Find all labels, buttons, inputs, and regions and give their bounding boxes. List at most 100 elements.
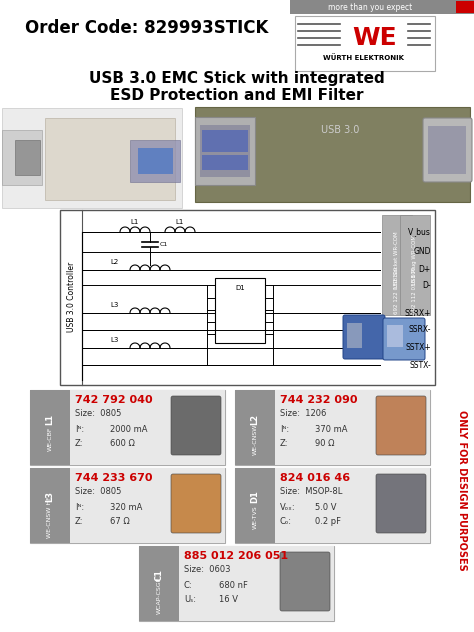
Text: USB 3.0 Controller: USB 3.0 Controller: [67, 262, 76, 332]
Text: 885 012 206 051: 885 012 206 051: [184, 551, 288, 561]
FancyBboxPatch shape: [423, 118, 472, 182]
Bar: [139, 546, 334, 621]
Text: D1: D1: [235, 285, 245, 291]
FancyBboxPatch shape: [171, 396, 221, 455]
Bar: [30, 390, 225, 465]
Bar: [275, 390, 430, 465]
FancyBboxPatch shape: [343, 315, 385, 359]
Text: 744 233 670: 744 233 670: [75, 473, 153, 483]
Bar: [456, 1, 474, 13]
Bar: [179, 546, 334, 621]
Text: 16 V: 16 V: [219, 595, 238, 604]
Bar: [295, 16, 435, 71]
Text: 320 mA: 320 mA: [110, 502, 142, 511]
Text: L2: L2: [111, 259, 119, 265]
Bar: [382, 215, 412, 315]
Text: USB Socket WR-COM: USB Socket WR-COM: [394, 232, 400, 288]
Text: 744 232 090: 744 232 090: [280, 395, 357, 405]
FancyBboxPatch shape: [171, 474, 221, 533]
Text: WE-CNSW: WE-CNSW: [253, 423, 257, 454]
Text: USB 3.0: USB 3.0: [321, 125, 359, 135]
Text: D+: D+: [419, 265, 431, 274]
Bar: [138, 148, 173, 174]
Text: 742 792 040: 742 792 040: [75, 395, 153, 405]
Bar: [202, 155, 248, 170]
Text: C1: C1: [155, 569, 164, 581]
Text: Iᴺ:: Iᴺ:: [75, 425, 84, 434]
Text: L3: L3: [111, 337, 119, 343]
Bar: [70, 390, 225, 465]
Bar: [202, 130, 248, 152]
Bar: [275, 468, 430, 543]
Bar: [2, 108, 182, 208]
Text: Uₛ:: Uₛ:: [184, 595, 196, 604]
Text: L2: L2: [250, 413, 259, 425]
Text: Size:  0603: Size: 0603: [184, 566, 230, 574]
Text: 0.2 pF: 0.2 pF: [315, 516, 341, 525]
Bar: [428, 126, 466, 174]
Bar: [45, 118, 175, 200]
Text: L1: L1: [46, 413, 55, 425]
Text: WCAP-CSGP: WCAP-CSGP: [156, 576, 162, 614]
Bar: [235, 468, 430, 543]
Text: WE-CBF: WE-CBF: [47, 427, 53, 451]
Text: 692 122 030 100: 692 122 030 100: [394, 266, 400, 313]
FancyBboxPatch shape: [383, 318, 425, 360]
Text: L3: L3: [111, 302, 119, 308]
Bar: [400, 215, 430, 315]
FancyBboxPatch shape: [376, 396, 426, 455]
Text: Size:  MSOP-8L: Size: MSOP-8L: [280, 487, 342, 497]
Bar: [139, 546, 179, 621]
Bar: [235, 390, 275, 465]
Bar: [2, 130, 42, 185]
Text: SSTX+: SSTX+: [405, 344, 431, 353]
Bar: [70, 468, 225, 543]
Text: 680 nF: 680 nF: [219, 581, 248, 590]
Text: SSTX-: SSTX-: [409, 360, 431, 370]
Text: L3: L3: [46, 492, 55, 502]
Bar: [60, 210, 435, 385]
Bar: [387, 325, 403, 347]
Text: 370 mA: 370 mA: [315, 425, 347, 434]
Text: 90 Ω: 90 Ω: [315, 439, 335, 447]
Bar: [30, 468, 225, 543]
Text: Iᴺ:: Iᴺ:: [75, 502, 84, 511]
Text: Vₒₓ:: Vₒₓ:: [280, 502, 296, 511]
Text: V_bus: V_bus: [408, 228, 431, 236]
Text: GND: GND: [413, 248, 431, 257]
Text: ONLY FOR DESIGN PURPOSES: ONLY FOR DESIGN PURPOSES: [457, 410, 467, 570]
Bar: [30, 390, 70, 465]
Bar: [130, 140, 180, 182]
Bar: [195, 117, 255, 185]
Text: Cₒ:: Cₒ:: [280, 516, 292, 525]
Bar: [215, 278, 265, 343]
Text: Z:: Z:: [75, 439, 83, 447]
Text: 67 Ω: 67 Ω: [110, 516, 130, 525]
Bar: [200, 125, 250, 177]
Text: Size:  0805: Size: 0805: [75, 410, 121, 418]
Text: WE-CNSW HF: WE-CNSW HF: [47, 496, 53, 538]
Text: WÜRTH ELEKTRONIK: WÜRTH ELEKTRONIK: [323, 54, 404, 61]
Text: Z:: Z:: [75, 516, 83, 525]
Text: 824 016 46: 824 016 46: [280, 473, 350, 483]
Text: Size:  1206: Size: 1206: [280, 410, 327, 418]
Text: Size:  0805: Size: 0805: [75, 487, 121, 497]
Text: Order Code: 829993STICK: Order Code: 829993STICK: [25, 19, 268, 37]
Text: 600 Ω: 600 Ω: [110, 439, 135, 447]
Text: D1: D1: [250, 490, 259, 504]
Text: SSRX+: SSRX+: [404, 308, 431, 317]
Bar: [15, 140, 40, 175]
Text: USB Plug WR-COM: USB Plug WR-COM: [412, 235, 418, 285]
Text: 692 112 030 100: 692 112 030 100: [412, 266, 418, 313]
Bar: [290, 0, 474, 14]
FancyBboxPatch shape: [280, 552, 330, 611]
Text: WE-TVS: WE-TVS: [253, 505, 257, 529]
Text: WE: WE: [353, 26, 397, 50]
Text: more than you expect: more than you expect: [328, 4, 412, 13]
Text: USB 3.0 EMC Stick with integrated: USB 3.0 EMC Stick with integrated: [89, 71, 385, 85]
Bar: [30, 468, 70, 543]
Bar: [235, 390, 430, 465]
Text: Z:: Z:: [280, 439, 289, 447]
Bar: [195, 107, 470, 202]
Bar: [347, 323, 362, 348]
